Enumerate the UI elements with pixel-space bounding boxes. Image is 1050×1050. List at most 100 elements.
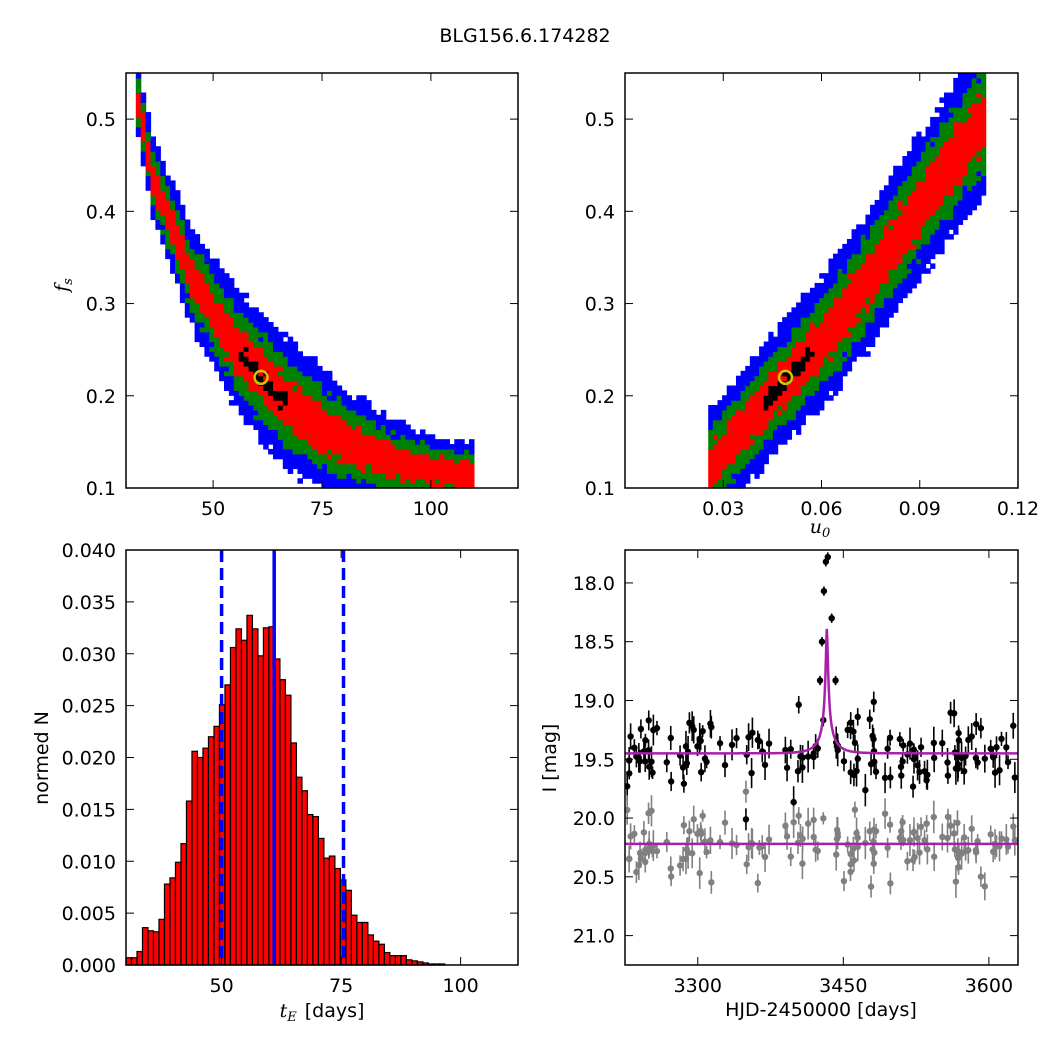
heatmap-cell	[199, 292, 205, 299]
heatmap-cell	[366, 414, 372, 421]
heatmap-cell	[981, 131, 987, 138]
heatmap-cell	[341, 390, 348, 396]
heatmap-cell	[380, 439, 387, 445]
heatmap-cell	[828, 278, 834, 284]
heatmap-cell	[939, 160, 945, 167]
heatmap-cell	[981, 107, 987, 113]
histogram-bar	[350, 914, 358, 966]
heatmap-cell	[366, 473, 372, 479]
histogram-bar	[152, 931, 160, 966]
heatmap-cell	[934, 195, 940, 201]
heatmap-cell	[263, 434, 269, 440]
heatmap-cell	[967, 195, 973, 201]
data-point	[921, 768, 928, 775]
residual-point	[797, 832, 804, 839]
heatmap-cell	[253, 346, 259, 352]
heatmap-cell	[371, 453, 377, 460]
heatmap-cell	[405, 453, 411, 460]
heatmap-cell	[248, 322, 254, 328]
heatmap-cell	[361, 473, 367, 479]
heatmap-cell	[814, 405, 820, 411]
heatmap-cell	[944, 185, 950, 191]
heatmap-cell	[336, 409, 343, 416]
heatmap-cell	[199, 317, 205, 323]
heatmap-cell	[380, 473, 387, 479]
heatmap-cell	[800, 317, 806, 323]
heatmap-cell	[424, 444, 431, 450]
heatmap-cell	[976, 151, 982, 157]
heatmap-cell	[287, 419, 294, 426]
heatmap-cell	[214, 346, 220, 352]
heatmap-cell	[883, 268, 890, 274]
heatmap-cell	[248, 405, 254, 411]
heatmap-cell	[302, 390, 308, 396]
heatmap-cell	[860, 263, 867, 269]
heatmap-cell	[925, 195, 931, 201]
heatmap-cell	[934, 234, 940, 240]
heatmap-cell	[874, 302, 880, 308]
heatmap-cell	[145, 136, 152, 142]
heatmap-cell	[749, 380, 756, 387]
heatmap-cell	[809, 297, 816, 304]
heatmap-cell	[385, 463, 392, 470]
heatmap-cell	[415, 453, 421, 460]
heatmap-cell	[944, 156, 950, 162]
heatmap-cell	[258, 336, 264, 343]
heatmap-cell	[175, 195, 181, 201]
heatmap-cell	[833, 365, 839, 372]
heatmap-cell	[708, 424, 714, 431]
heatmap-cell	[930, 141, 936, 147]
heatmap-cell	[749, 424, 756, 431]
heatmap-cell	[189, 258, 196, 265]
heatmap-cell	[865, 307, 871, 313]
heatmap-cell	[870, 219, 876, 225]
residual-point	[820, 815, 827, 822]
heatmap-cell	[893, 273, 899, 279]
heatmap-cell	[287, 458, 294, 465]
heatmap-cell	[336, 468, 343, 474]
data-point	[716, 740, 724, 747]
heatmap-cell	[819, 385, 825, 391]
heatmap-cell	[791, 395, 797, 401]
heatmap-cell	[962, 92, 968, 99]
heatmap-cell	[268, 365, 274, 372]
heatmap-cell	[322, 409, 328, 416]
heatmap-cell	[253, 414, 259, 421]
heatmap-cell	[189, 312, 196, 318]
heatmap-cell	[800, 341, 806, 348]
heatmap-cell	[745, 444, 751, 450]
heatmap-cell	[934, 180, 940, 186]
heatmap-cell	[410, 448, 416, 455]
heatmap-cell	[722, 473, 728, 479]
heatmap-cell	[768, 448, 774, 455]
heatmap-cell	[819, 380, 825, 387]
heatmap-cell	[194, 297, 201, 304]
light-curve-data	[625, 552, 1018, 901]
heatmap-cell	[405, 478, 411, 484]
heatmap-cell	[287, 414, 294, 421]
heatmap-cell	[911, 199, 917, 206]
heatmap-cell	[155, 156, 161, 162]
heatmap-cell	[865, 239, 871, 245]
heatmap-cell	[248, 361, 254, 367]
heatmap-cell	[971, 175, 977, 182]
heatmap-cell	[944, 102, 950, 108]
heatmap-cell	[380, 434, 387, 440]
data-point	[993, 744, 1000, 751]
heatmap-cell	[930, 263, 936, 269]
heatmap-cell	[823, 365, 830, 372]
heatmap-cell	[920, 248, 927, 255]
heatmap-cell	[297, 380, 303, 387]
heatmap-cell	[957, 199, 964, 206]
heatmap-cell	[273, 395, 279, 401]
heatmap-cell	[916, 199, 922, 206]
heatmap-cell	[851, 351, 857, 357]
heatmap-cell	[772, 370, 779, 377]
residual-point	[631, 830, 638, 838]
histogram-bar	[405, 959, 413, 966]
heatmap-cell	[351, 473, 357, 479]
heatmap-cell	[823, 351, 830, 357]
heatmap-cell	[897, 170, 904, 177]
heatmap-cell	[883, 258, 890, 265]
heatmap-cell	[179, 263, 186, 269]
